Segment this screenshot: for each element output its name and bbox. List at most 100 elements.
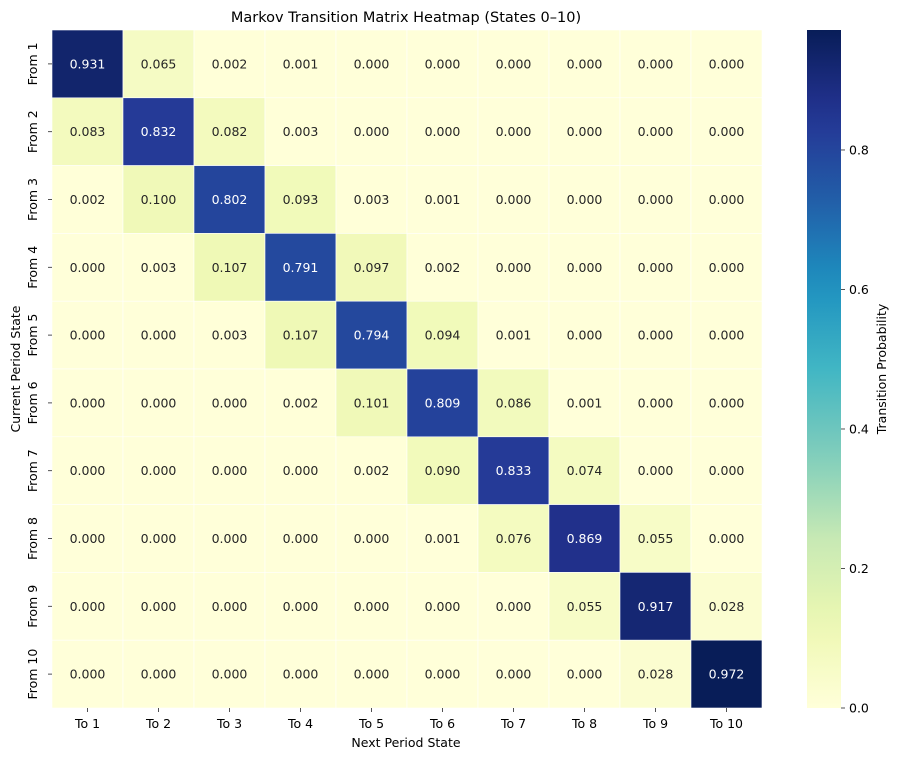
y-tick-label: From 7 — [25, 449, 40, 492]
y-tick-label: From 9 — [25, 585, 40, 628]
colorbar-tick-label: 0.0 — [849, 701, 869, 716]
heatmap-cell — [193, 300, 266, 370]
cell-value-label: 0.000 — [70, 463, 106, 478]
cell-value-label: 0.000 — [709, 531, 745, 546]
colorbar-tick-label: 0.2 — [849, 561, 869, 576]
heatmap-cell — [406, 97, 479, 166]
y-tick-label: From 2 — [25, 110, 40, 153]
heatmap-cell — [264, 436, 337, 505]
y-tick-label: From 6 — [25, 381, 40, 424]
heatmap-cell — [193, 165, 266, 234]
heatmap-cell — [122, 165, 195, 234]
cell-value-label: 0.000 — [496, 192, 532, 207]
cell-value-label: 0.086 — [496, 395, 532, 410]
heatmap-cell — [690, 165, 763, 234]
cell-value-label: 0.000 — [496, 599, 532, 614]
heatmap-cell — [690, 233, 763, 302]
cell-value-label: 0.093 — [283, 192, 319, 207]
heatmap-cell — [193, 572, 266, 641]
cell-value-label: 0.002 — [425, 260, 461, 275]
colorbar-tick-label: 0.4 — [849, 421, 869, 436]
cell-value-label: 0.000 — [496, 260, 532, 275]
y-tick-label: From 1 — [25, 42, 40, 85]
heatmap-cell — [619, 300, 692, 370]
heatmap-cell — [335, 165, 408, 234]
cell-value-label: 0.000 — [425, 667, 461, 682]
cell-value-label: 0.794 — [354, 328, 390, 343]
cell-value-label: 0.000 — [425, 124, 461, 139]
cell-value-label: 0.000 — [212, 463, 248, 478]
cell-value-label: 0.000 — [283, 463, 319, 478]
heatmap-cell — [548, 572, 621, 641]
heatmap-cell — [690, 300, 763, 370]
cell-value-label: 0.000 — [709, 395, 745, 410]
heatmap-cell — [690, 504, 763, 573]
cell-value-label: 0.000 — [638, 192, 674, 207]
heatmap-cell — [264, 29, 337, 99]
cell-value-label: 0.065 — [141, 56, 177, 71]
x-axis-ticks: To 1 To 2 To 3 To 4 To 5 To 6 To 7 To 8 To 9 To 1… — [74, 708, 743, 731]
heatmap-cell — [690, 639, 763, 709]
cell-value-label: 0.100 — [141, 192, 177, 207]
heatmap-cell — [122, 504, 195, 573]
heatmap-cell — [477, 368, 550, 438]
cell-value-label: 0.000 — [709, 192, 745, 207]
cell-value-label: 0.002 — [212, 56, 248, 71]
heatmap-cell — [619, 504, 692, 573]
heatmap-cell — [548, 436, 621, 505]
heatmap-cell — [264, 368, 337, 438]
x-tick-label: To 2 — [145, 716, 171, 731]
cell-value-label: 0.802 — [212, 192, 248, 207]
x-tick-label: To 5 — [358, 716, 384, 731]
heatmap-cell — [193, 97, 266, 166]
heatmap-cell — [690, 572, 763, 641]
cell-value-label: 0.003 — [141, 260, 177, 275]
cell-value-label: 0.000 — [70, 328, 106, 343]
cell-value-label: 0.000 — [70, 395, 106, 410]
cell-value-label: 0.083 — [70, 124, 106, 139]
heatmap-cell — [193, 29, 266, 99]
cell-value-label: 0.000 — [141, 463, 177, 478]
cell-value-label: 0.000 — [212, 667, 248, 682]
cell-value-label: 0.000 — [70, 599, 106, 614]
heatmap-cell — [548, 504, 621, 573]
heatmap-cell — [335, 368, 408, 438]
cell-value-label: 0.000 — [141, 599, 177, 614]
cell-value-label: 0.097 — [354, 260, 390, 275]
colorbar-ticks: 0.0 0.2 0.4 0.6 0.8 — [841, 142, 869, 716]
heatmap-cell — [51, 165, 124, 234]
cell-value-label: 0.000 — [283, 667, 319, 682]
cell-value-label: 0.107 — [212, 260, 248, 275]
heatmap-cell — [51, 504, 124, 573]
heatmap-cell — [51, 368, 124, 438]
heatmap-cell — [477, 436, 550, 505]
cell-value-label: 0.076 — [496, 531, 532, 546]
heatmap-cell — [477, 639, 550, 709]
heatmap-cell — [264, 572, 337, 641]
colorbar-tick-label: 0.6 — [849, 282, 869, 297]
heatmap-cell — [477, 97, 550, 166]
heatmap-cell — [406, 572, 479, 641]
cell-value-label: 0.002 — [283, 395, 319, 410]
heatmap-cell — [406, 504, 479, 573]
cell-value-label: 0.000 — [496, 124, 532, 139]
cell-value-label: 0.000 — [638, 395, 674, 410]
cell-value-label: 0.003 — [283, 124, 319, 139]
cell-value-label: 0.000 — [709, 56, 745, 71]
x-tick-label: To 9 — [642, 716, 668, 731]
x-tick-label: To 7 — [500, 716, 526, 731]
cell-value-label: 0.028 — [709, 599, 745, 614]
heatmap-cell — [51, 572, 124, 641]
heatmap-cell — [122, 97, 195, 166]
cell-value-label: 0.000 — [354, 124, 390, 139]
heatmap-cell — [122, 639, 195, 709]
x-axis-label: Next Period State — [351, 735, 460, 750]
heatmap-cell — [477, 504, 550, 573]
cell-value-label: 0.003 — [212, 328, 248, 343]
heatmap-cell — [335, 572, 408, 641]
cell-value-label: 0.003 — [354, 192, 390, 207]
heatmap-cell — [548, 165, 621, 234]
heatmap-cell — [122, 436, 195, 505]
cell-value-label: 0.107 — [283, 328, 319, 343]
heatmap-cell — [335, 97, 408, 166]
